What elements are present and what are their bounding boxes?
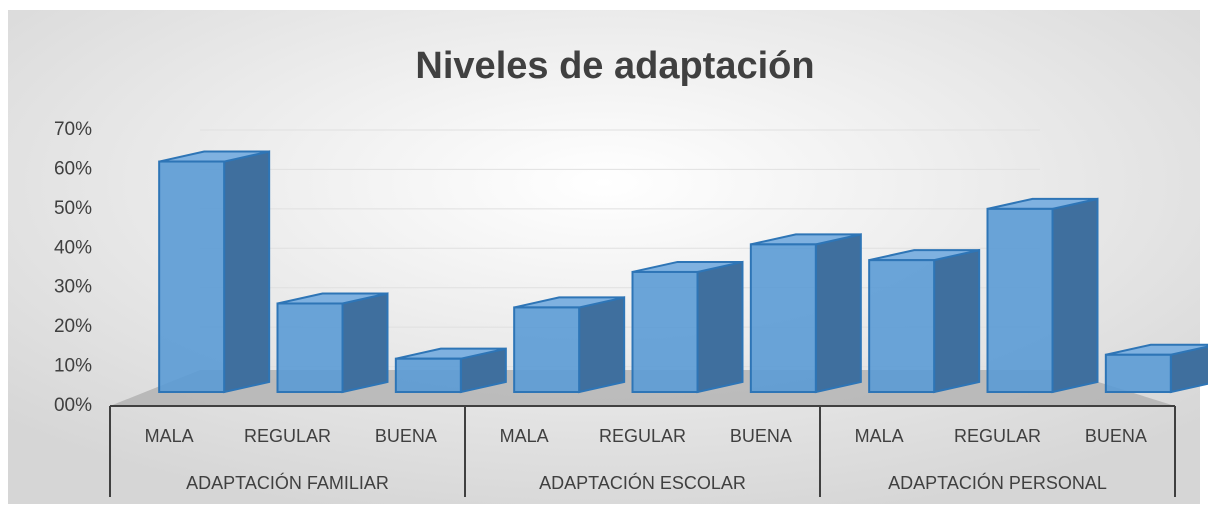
bar-side (223, 150, 271, 394)
x-tick-label: MALA (145, 426, 194, 446)
y-tick-label: 70% (54, 119, 92, 140)
group-label: ADAPTACIÓN ESCOLAR (539, 472, 746, 493)
group-label: ADAPTACIÓN PERSONAL (888, 472, 1107, 493)
chart-title: Niveles de adaptación (415, 45, 814, 87)
y-tick-label: 40% (54, 237, 92, 258)
x-tick-label: BUENA (730, 426, 792, 446)
x-tick-label: BUENA (375, 426, 437, 446)
bar-side (1051, 197, 1099, 394)
y-tick-label: 20% (54, 316, 92, 337)
bar-side (696, 260, 744, 394)
bar-side (578, 296, 626, 394)
x-tick-label: REGULAR (954, 426, 1041, 446)
bar (868, 259, 936, 393)
bar (158, 160, 226, 393)
x-tick-label: BUENA (1085, 426, 1147, 446)
bar (986, 207, 1054, 393)
group-label: ADAPTACIÓN FAMILIAR (186, 472, 389, 493)
y-tick-label: 10% (54, 356, 92, 377)
y-tick-label: 30% (54, 277, 92, 298)
bar (749, 243, 817, 393)
y-tick-label: 60% (54, 158, 92, 179)
x-tick-label: MALA (855, 426, 904, 446)
x-tick-label: MALA (500, 426, 549, 446)
bar-side (933, 248, 981, 394)
y-tick-label: 00% (54, 395, 92, 416)
bar (631, 270, 699, 394)
y-tick-label: 50% (54, 198, 92, 219)
bar (513, 306, 581, 393)
bar (1104, 353, 1172, 393)
bar-side (814, 233, 862, 394)
x-tick-label: REGULAR (599, 426, 686, 446)
bar-side (341, 292, 389, 394)
bar (394, 357, 462, 393)
x-tick-label: REGULAR (244, 426, 331, 446)
bar (276, 302, 344, 393)
